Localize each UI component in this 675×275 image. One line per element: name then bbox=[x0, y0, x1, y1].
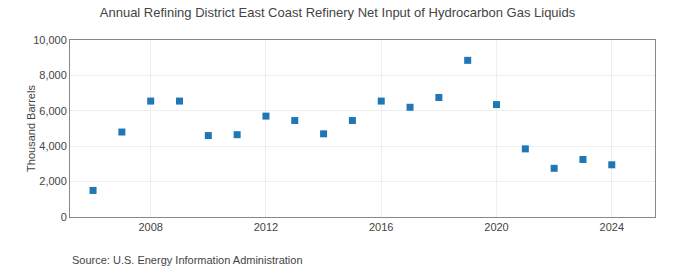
svg-text:Source: U.S. Energy Informatio: Source: U.S. Energy Information Administ… bbox=[72, 254, 303, 266]
svg-text:2020: 2020 bbox=[484, 221, 508, 233]
svg-text:2024: 2024 bbox=[600, 221, 624, 233]
svg-text:8,000: 8,000 bbox=[39, 69, 67, 81]
svg-text:2016: 2016 bbox=[369, 221, 393, 233]
svg-text:Thousand Barrels: Thousand Barrels bbox=[25, 85, 37, 172]
svg-text:Annual Refining District East: Annual Refining District East Coast Refi… bbox=[100, 5, 576, 20]
svg-text:10,000: 10,000 bbox=[33, 34, 67, 46]
svg-text:4,000: 4,000 bbox=[39, 140, 67, 152]
svg-text:2008: 2008 bbox=[138, 221, 162, 233]
svg-text:2012: 2012 bbox=[254, 221, 278, 233]
svg-text:2,000: 2,000 bbox=[39, 175, 67, 187]
svg-text:6,000: 6,000 bbox=[39, 105, 67, 117]
svg-text:0: 0 bbox=[61, 211, 67, 223]
